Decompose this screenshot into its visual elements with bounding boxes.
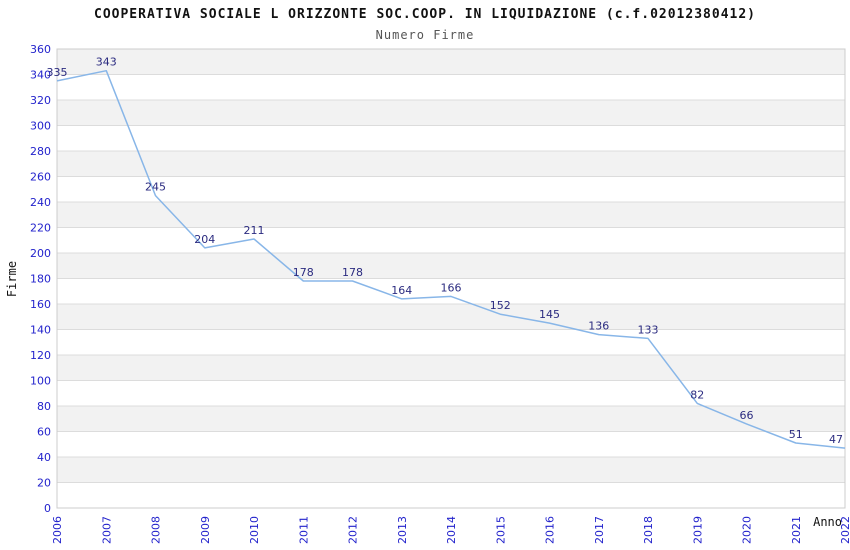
x-tick-label: 2014 — [445, 516, 458, 544]
data-label: 211 — [244, 224, 265, 237]
y-tick-label: 0 — [44, 502, 51, 515]
data-label: 66 — [740, 409, 754, 422]
chart-title: COOPERATIVA SOCIALE L ORIZZONTE SOC.COOP… — [94, 7, 756, 22]
data-label: 136 — [588, 320, 609, 333]
x-tick-label: 2013 — [396, 516, 409, 544]
data-label: 47 — [829, 433, 843, 446]
data-label: 335 — [47, 66, 68, 79]
y-tick-label: 160 — [30, 298, 51, 311]
data-label: 178 — [293, 266, 314, 279]
x-axis-title: Anno — [813, 515, 842, 529]
y-tick-label: 320 — [30, 94, 51, 107]
x-tick-label: 2008 — [150, 516, 163, 544]
x-tick-label: 2011 — [297, 516, 310, 544]
x-tick-label: 2021 — [790, 516, 803, 544]
x-tick-label: 2020 — [741, 516, 754, 544]
x-tick-label: 2019 — [691, 516, 704, 544]
data-label: 133 — [638, 323, 659, 336]
plot-band — [57, 49, 845, 75]
plot-band — [57, 355, 845, 381]
data-label: 164 — [391, 284, 412, 297]
data-label: 204 — [194, 233, 215, 246]
series-line — [56, 69, 846, 449]
y-tick-label: 360 — [30, 43, 51, 56]
plot-band — [57, 406, 845, 432]
y-tick-label: 280 — [30, 145, 51, 158]
x-tick-label: 2006 — [51, 516, 64, 544]
y-tick-label: 340 — [30, 68, 51, 81]
data-label: 245 — [145, 181, 166, 194]
data-label: 51 — [789, 428, 803, 441]
plot-band — [57, 151, 845, 177]
x-tick-label: 2010 — [248, 516, 261, 544]
x-tick-label: 2017 — [593, 516, 606, 544]
y-tick-label: 140 — [30, 323, 51, 336]
y-tick-label: 200 — [30, 247, 51, 260]
y-tick-label: 260 — [30, 170, 51, 183]
x-tick-label: 2012 — [347, 516, 360, 544]
y-tick-label: 300 — [30, 119, 51, 132]
x-tick-label: 2007 — [100, 516, 113, 544]
y-tick-label: 20 — [37, 476, 51, 489]
data-label: 166 — [441, 281, 462, 294]
y-tick-label: 60 — [37, 425, 51, 438]
plot-band — [57, 202, 845, 228]
y-tick-label: 240 — [30, 196, 51, 209]
data-label: 343 — [96, 56, 117, 69]
x-tick-label: 2015 — [494, 516, 507, 544]
x-tick-label: 2009 — [199, 516, 212, 544]
data-label: 152 — [490, 299, 511, 312]
plot-band — [57, 253, 845, 279]
y-axis-title: Firme — [5, 261, 19, 297]
plot-border — [56, 48, 846, 509]
y-tick-label: 80 — [37, 400, 51, 413]
data-label: 178 — [342, 266, 363, 279]
y-tick-label: 120 — [30, 349, 51, 362]
x-tick-label: 2018 — [642, 516, 655, 544]
chart-subtitle: Numero Firme — [375, 28, 475, 42]
y-tick-label: 220 — [30, 221, 51, 234]
x-tick-label: 2016 — [544, 516, 557, 544]
y-tick-label: 100 — [30, 374, 51, 387]
data-label: 82 — [690, 388, 704, 401]
x-tick-label: 2022 — [839, 516, 850, 544]
y-tick-label: 180 — [30, 272, 51, 285]
plot-band — [57, 304, 845, 330]
y-tick-label: 40 — [37, 451, 51, 464]
data-label: 145 — [539, 308, 560, 321]
plot-band — [57, 457, 845, 483]
plot-band — [57, 100, 845, 126]
